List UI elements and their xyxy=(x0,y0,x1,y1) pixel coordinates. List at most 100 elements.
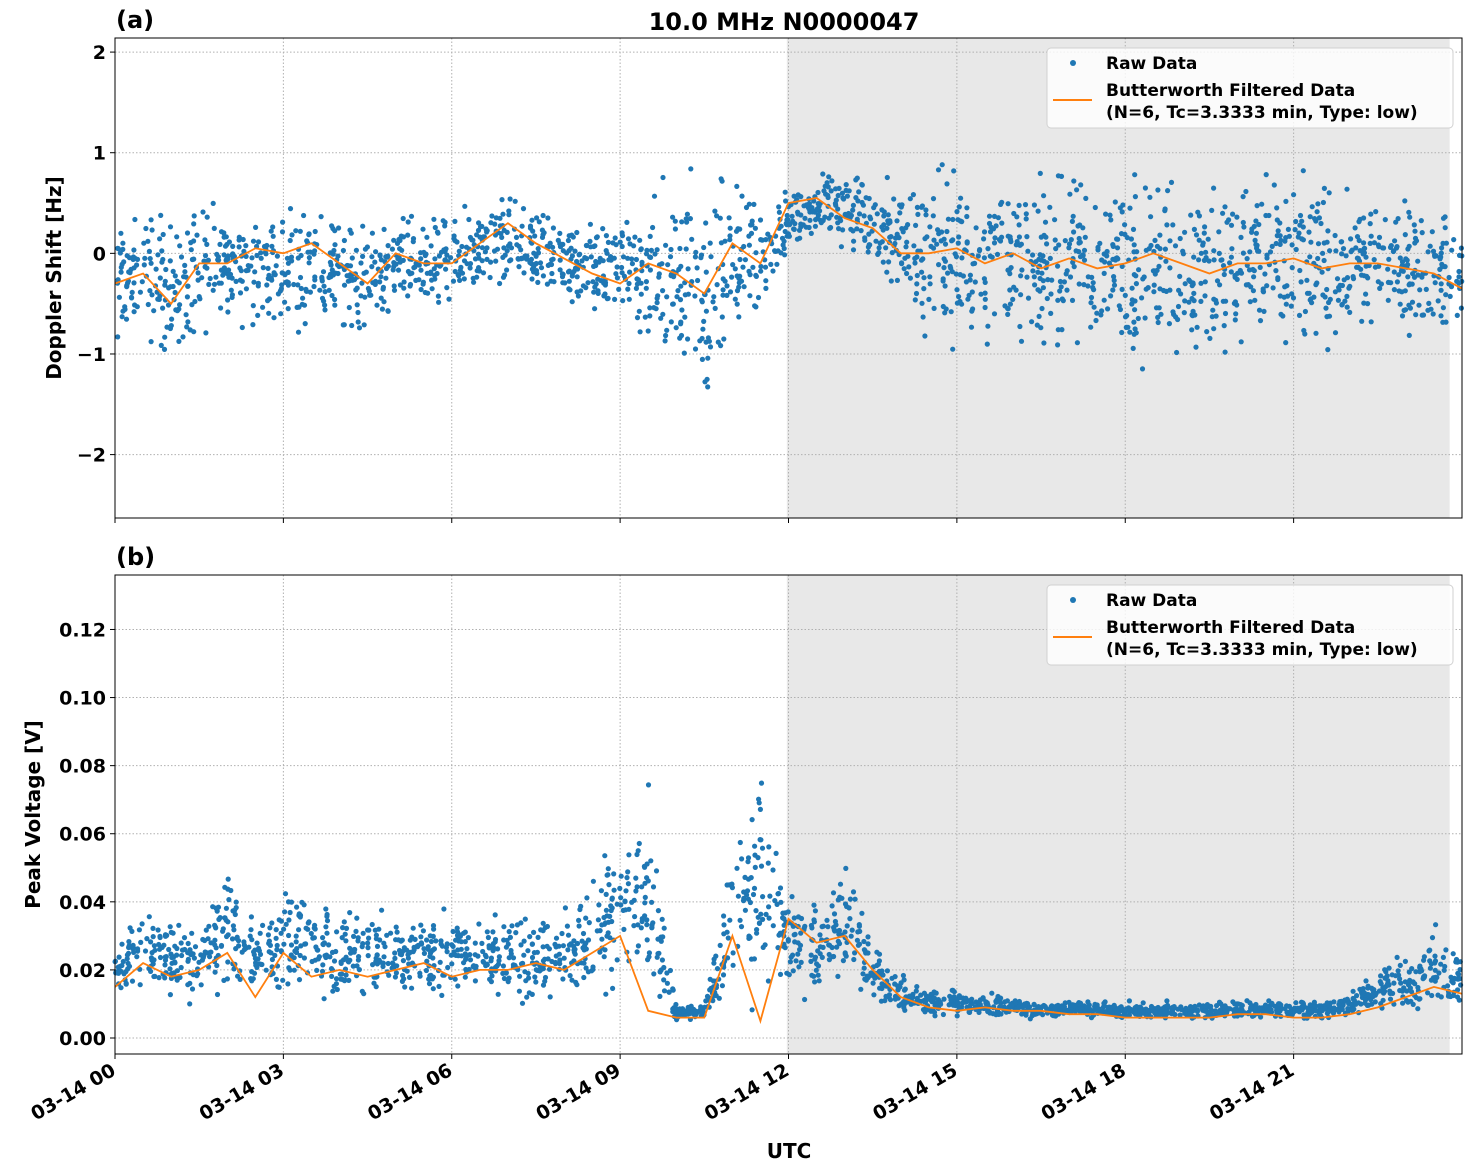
raw-data-point xyxy=(1011,284,1017,290)
raw-data-point xyxy=(852,896,858,902)
raw-data-point xyxy=(283,921,289,927)
raw-data-point xyxy=(1154,243,1160,249)
raw-data-point xyxy=(524,994,530,1000)
raw-data-point xyxy=(802,215,808,221)
raw-data-point xyxy=(684,211,691,217)
raw-data-point xyxy=(282,272,288,278)
raw-data-point xyxy=(766,844,772,850)
raw-data-point xyxy=(557,961,563,967)
raw-data-point xyxy=(1296,312,1303,318)
raw-data-point xyxy=(1427,965,1433,971)
raw-data-point xyxy=(420,279,426,285)
raw-data-point xyxy=(927,281,933,287)
raw-data-point xyxy=(1288,303,1294,309)
raw-data-point xyxy=(270,224,276,230)
raw-data-point xyxy=(220,928,226,934)
raw-data-point xyxy=(360,223,366,229)
raw-data-point xyxy=(763,278,769,284)
raw-data-point xyxy=(229,936,236,942)
raw-data-point xyxy=(1074,187,1080,193)
raw-data-point xyxy=(132,302,138,308)
raw-data-point xyxy=(418,934,424,940)
raw-data-point xyxy=(718,176,724,182)
raw-data-point xyxy=(529,954,536,961)
raw-data-point xyxy=(776,932,782,938)
raw-data-point xyxy=(1313,1008,1319,1014)
raw-data-point xyxy=(535,250,542,256)
raw-data-point xyxy=(146,248,152,254)
raw-data-point xyxy=(1129,301,1135,307)
raw-data-point xyxy=(137,289,143,295)
raw-data-point xyxy=(323,906,329,912)
raw-data-point xyxy=(355,309,361,316)
raw-data-point xyxy=(1399,289,1405,295)
raw-data-point xyxy=(230,251,236,257)
raw-data-point xyxy=(625,255,631,261)
raw-data-point xyxy=(1256,307,1263,313)
raw-data-point xyxy=(1450,980,1456,986)
raw-data-point xyxy=(1071,264,1077,270)
raw-data-point xyxy=(406,974,413,981)
raw-data-point xyxy=(758,263,764,270)
raw-data-point xyxy=(576,923,582,929)
raw-data-point xyxy=(777,885,784,891)
raw-data-point xyxy=(397,259,403,265)
raw-data-point xyxy=(778,899,784,905)
raw-data-point xyxy=(223,905,229,911)
x-tick-label: 03-14 15 xyxy=(869,1059,961,1125)
raw-data-point xyxy=(1402,232,1408,238)
raw-data-point xyxy=(449,961,455,967)
raw-data-point xyxy=(192,944,199,950)
raw-data-point xyxy=(964,205,970,211)
y-tick-label: 0 xyxy=(93,243,106,265)
raw-data-point xyxy=(1449,247,1455,253)
raw-data-point xyxy=(204,265,210,271)
raw-data-point xyxy=(303,925,309,931)
raw-data-point xyxy=(304,288,310,294)
raw-data-point xyxy=(632,234,638,240)
raw-data-point xyxy=(184,294,190,300)
raw-data-point xyxy=(824,180,830,186)
raw-data-point xyxy=(1264,283,1270,289)
raw-data-point xyxy=(1158,311,1164,317)
raw-data-point xyxy=(835,973,841,980)
raw-data-point xyxy=(260,922,266,929)
raw-data-point xyxy=(320,941,326,948)
raw-data-point xyxy=(199,957,205,963)
raw-data-point xyxy=(609,895,615,901)
raw-data-point xyxy=(484,245,490,251)
raw-data-point xyxy=(942,258,949,264)
raw-data-point xyxy=(1357,248,1363,254)
raw-data-point xyxy=(564,923,571,929)
raw-data-point xyxy=(927,274,933,280)
raw-data-point xyxy=(778,250,784,256)
raw-data-point xyxy=(822,214,828,220)
raw-data-point xyxy=(752,225,759,231)
raw-data-point xyxy=(991,213,998,219)
raw-data-point xyxy=(811,198,817,204)
raw-data-point xyxy=(770,923,776,929)
raw-data-point xyxy=(795,914,802,920)
raw-data-point xyxy=(170,283,176,290)
raw-data-point xyxy=(1154,1005,1160,1011)
raw-data-point xyxy=(907,196,913,202)
raw-data-point xyxy=(482,249,488,255)
raw-data-point xyxy=(1350,988,1356,994)
raw-data-point xyxy=(1029,319,1035,325)
raw-data-point xyxy=(720,276,726,282)
raw-data-point xyxy=(435,293,441,299)
raw-data-point xyxy=(981,229,988,235)
raw-data-point xyxy=(120,958,126,965)
raw-data-point xyxy=(1227,260,1233,266)
raw-data-point xyxy=(1382,967,1388,973)
raw-data-point xyxy=(781,245,787,252)
raw-data-point xyxy=(411,265,417,271)
raw-data-point xyxy=(580,283,587,289)
raw-data-point xyxy=(255,312,261,318)
raw-data-point xyxy=(546,946,553,952)
raw-data-point xyxy=(605,239,612,245)
raw-data-point xyxy=(1030,268,1036,274)
raw-data-point xyxy=(1008,1001,1014,1007)
raw-data-point xyxy=(432,256,438,262)
